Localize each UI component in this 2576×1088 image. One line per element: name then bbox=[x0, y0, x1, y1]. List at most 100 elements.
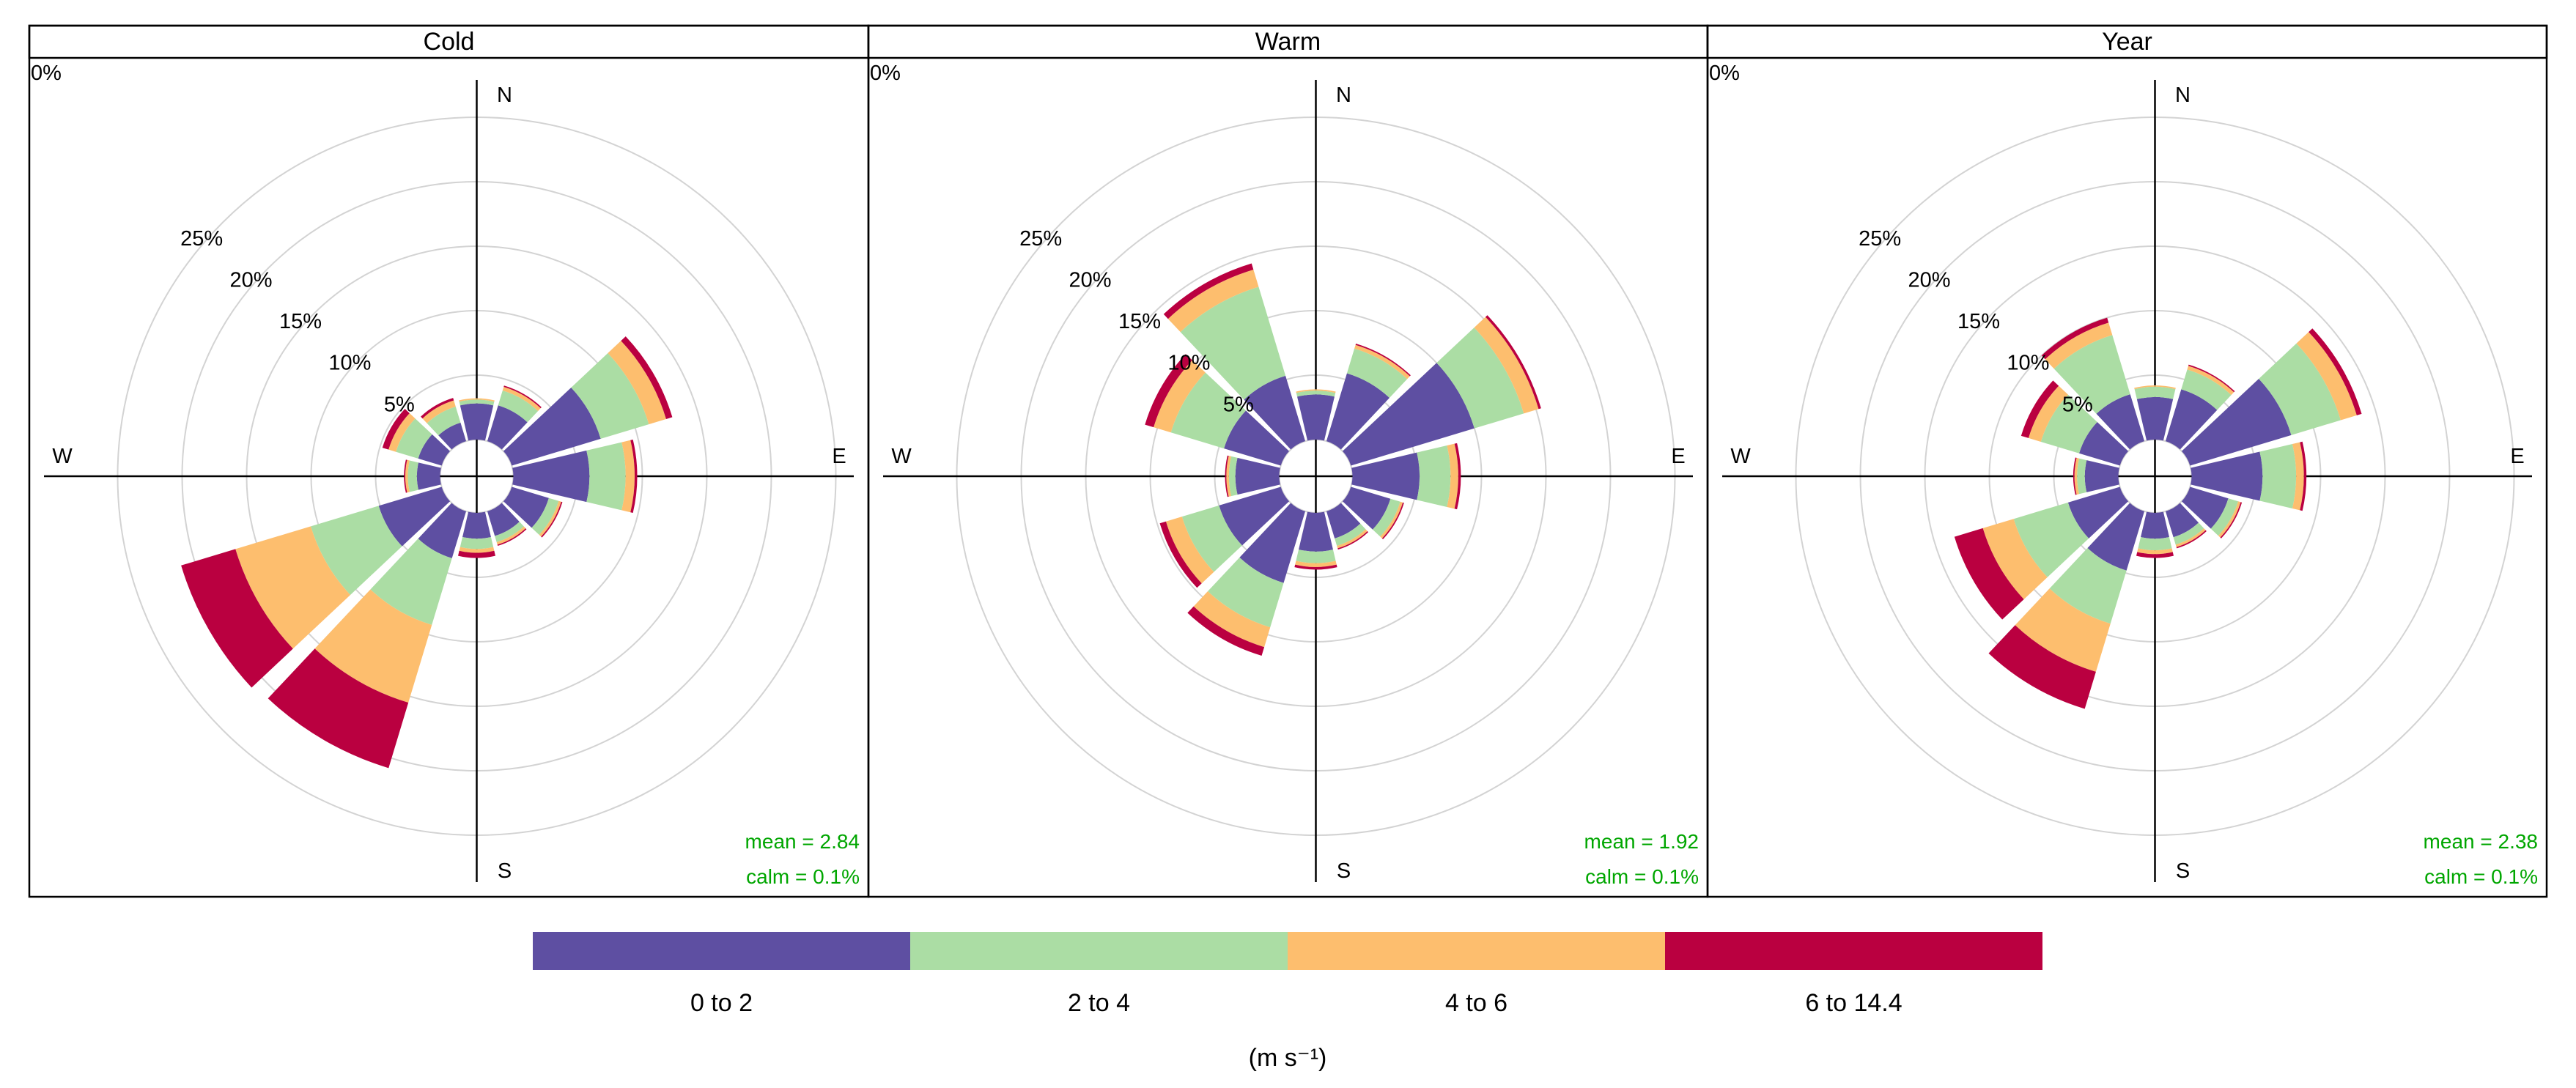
wedge-210-0-to-2 bbox=[418, 503, 467, 558]
mean-annotation: mean = 2.84 bbox=[745, 830, 860, 853]
wedge-330-4-to-6 bbox=[2045, 322, 2113, 369]
compass-label-e: E bbox=[1671, 445, 1685, 468]
wedge-60-6-to-14_4 bbox=[2309, 328, 2362, 415]
wedge-330-0-to-2 bbox=[1244, 375, 1306, 450]
wedge-270-4-to-6 bbox=[405, 459, 410, 493]
wedge-300-6-to-14_4 bbox=[1145, 354, 1192, 428]
calm-annotation: calm = 0.1% bbox=[1585, 865, 1699, 888]
wedge-180-4-to-6 bbox=[459, 547, 495, 553]
wedge-120-4-to-6 bbox=[1380, 501, 1403, 539]
wedge-30-4-to-6 bbox=[1354, 344, 1410, 380]
wedge-180-0-to-2 bbox=[1299, 511, 1333, 552]
wedge-240-2-to-4 bbox=[2013, 502, 2089, 577]
wedge-210-6-to-14_4 bbox=[1988, 625, 2096, 709]
radial-tick-label: 15% bbox=[1957, 310, 2000, 333]
wedge-0-4-to-6 bbox=[459, 398, 495, 402]
wedge-330-0-to-2 bbox=[438, 422, 467, 450]
wedge-0-2-to-4 bbox=[1296, 391, 1336, 397]
wedge-60-0-to-2 bbox=[1342, 363, 1475, 466]
wedge-120-2-to-4 bbox=[1373, 498, 1400, 537]
wedge-240-6-to-14_4 bbox=[1954, 528, 2024, 620]
wedge-180-0-to-2 bbox=[2141, 511, 2169, 539]
wedge-120-6-to-14_4 bbox=[2220, 502, 2243, 539]
wedge-180-4-to-6 bbox=[1295, 560, 1337, 567]
wedge-180-4-to-6 bbox=[2137, 548, 2173, 555]
wedge-210-0-to-2 bbox=[2087, 503, 2145, 571]
wedge-150-2-to-4 bbox=[495, 522, 524, 542]
speed-legend: 0 to 2 2 to 4 4 to 6 6 to 14.4 (m s⁻¹) bbox=[533, 932, 2042, 1072]
plot-area bbox=[883, 80, 1693, 882]
wedge-120-2-to-4 bbox=[2210, 498, 2239, 536]
wedge-0-2-to-4 bbox=[2134, 386, 2176, 399]
panel-border bbox=[1706, 24, 2548, 898]
legend-swatch-1 bbox=[533, 932, 910, 970]
wedge-300-2-to-4 bbox=[2040, 394, 2097, 454]
legend-label-4: 6 to 14.4 bbox=[1805, 989, 1902, 1017]
wedge-210-0-to-2 bbox=[1239, 503, 1306, 583]
wedge-30-6-to-14_4 bbox=[503, 385, 542, 409]
wedge-270-4-to-6 bbox=[2074, 457, 2079, 495]
radial-tick-label: 0% bbox=[870, 62, 901, 85]
legend-swatch-3 bbox=[1288, 932, 1665, 970]
wedge-270-6-to-14_4 bbox=[1225, 455, 1229, 497]
wedge-300-4-to-6 bbox=[1154, 360, 1206, 433]
wedge-270-0-to-2 bbox=[416, 462, 441, 490]
windrose-panel-year: 0% 5% 10% 15% 20% 25% N E S W Year mean = 2.38 calm … bbox=[1706, 24, 2548, 898]
wedge-300-0-to-2 bbox=[418, 434, 451, 466]
wedge-120-0-to-2 bbox=[503, 486, 549, 528]
wedge-0-2-to-4 bbox=[459, 399, 495, 406]
wedge-300-4-to-6 bbox=[388, 412, 416, 452]
wedge-210-4-to-6 bbox=[2015, 588, 2111, 672]
wedge-120-4-to-6 bbox=[539, 500, 561, 537]
wedge-210-6-to-14_4 bbox=[1187, 606, 1265, 656]
wedge-150-6-to-14_4 bbox=[2176, 530, 2207, 549]
wedge-150-6-to-14_4 bbox=[497, 528, 527, 547]
radial-tick-label: 10% bbox=[2007, 352, 2049, 375]
wedge-300-6-to-14_4 bbox=[382, 408, 410, 450]
wedge-270-2-to-4 bbox=[2077, 458, 2087, 495]
wedge-300-6-to-14_4 bbox=[2020, 380, 2059, 438]
wedge-300-2-to-4 bbox=[396, 418, 432, 459]
wedge-30-2-to-4 bbox=[498, 391, 539, 423]
windrose-panel-cold: 0% 5% 10% 15% 20% 25% N E S W Cold mean = 2.84 calm … bbox=[28, 24, 870, 898]
wedge-60-4-to-6 bbox=[608, 341, 666, 425]
wedge-240-6-to-14_4 bbox=[1159, 521, 1202, 588]
compass-label-s: S bbox=[2176, 859, 2190, 883]
wedge-300-0-to-2 bbox=[2079, 422, 2129, 466]
wedge-90-2-to-4 bbox=[1417, 445, 1451, 507]
compass-label-n: N bbox=[1336, 84, 1351, 107]
wedge-180-6-to-14_4 bbox=[2136, 552, 2174, 558]
wedge-240-6-to-14_4 bbox=[181, 549, 293, 688]
wedge-0-0-to-2 bbox=[2136, 396, 2174, 441]
radial-tick-label: 0% bbox=[1709, 62, 1740, 85]
wedge-270-2-to-4 bbox=[407, 460, 418, 492]
wedge-270-0-to-2 bbox=[1235, 457, 1280, 495]
legend-title: (m s⁻¹) bbox=[1249, 1044, 1327, 1072]
wedge-90-4-to-6 bbox=[2292, 442, 2304, 511]
wedge-120-0-to-2 bbox=[1342, 486, 1391, 530]
calm-annotation: calm = 0.1% bbox=[746, 865, 860, 888]
calm-annotation: calm = 0.1% bbox=[2424, 865, 2538, 888]
legend-label-1: 0 to 2 bbox=[690, 989, 753, 1017]
wedge-240-2-to-4 bbox=[311, 506, 402, 595]
wedge-240-4-to-6 bbox=[235, 526, 351, 649]
wedge-180-2-to-4 bbox=[460, 536, 494, 549]
wedge-120-2-to-4 bbox=[531, 497, 559, 536]
wedge-300-2-to-4 bbox=[1170, 372, 1247, 449]
wedge-150-0-to-2 bbox=[487, 503, 520, 536]
radial-tick-label: 15% bbox=[1118, 310, 1161, 333]
wedge-330-6-to-14_4 bbox=[2041, 317, 2109, 360]
wedge-120-6-to-14_4 bbox=[1381, 502, 1404, 540]
wedge-240-0-to-2 bbox=[2067, 486, 2129, 539]
radial-tick-label: 15% bbox=[279, 310, 322, 333]
wedge-60-2-to-4 bbox=[571, 353, 649, 439]
wedge-330-6-to-14_4 bbox=[421, 398, 454, 419]
plot-area bbox=[44, 80, 854, 882]
wedge-30-0-to-2 bbox=[1326, 373, 1390, 450]
wedge-90-6-to-14_4 bbox=[2300, 441, 2307, 511]
radial-tick-label: 25% bbox=[1019, 227, 1062, 251]
panel-title: Year bbox=[2102, 28, 2152, 56]
wedge-270-6-to-14_4 bbox=[2073, 457, 2077, 495]
wedge-240-4-to-6 bbox=[1165, 517, 1214, 584]
wedge-90-0-to-2 bbox=[2191, 451, 2263, 501]
